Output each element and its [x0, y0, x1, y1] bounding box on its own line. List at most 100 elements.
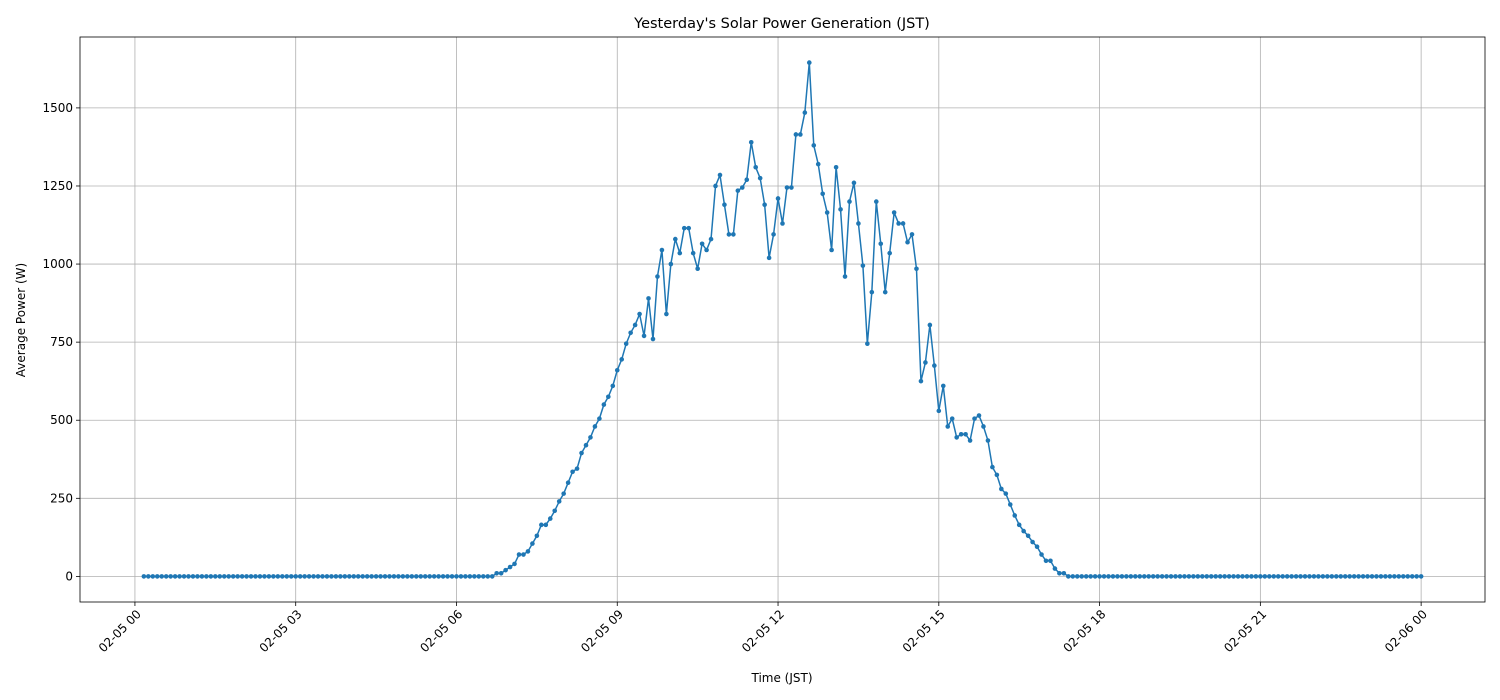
data-point: [1284, 574, 1290, 579]
data-point: [480, 574, 486, 579]
data-point: [766, 255, 772, 261]
y-tick-label: 500: [50, 413, 73, 427]
data-point: [878, 241, 884, 247]
data-point: [798, 132, 803, 137]
data-point: [1409, 574, 1415, 579]
data-point: [847, 199, 852, 204]
data-point: [262, 574, 267, 579]
data-point: [400, 574, 406, 579]
data-point: [632, 322, 638, 328]
data-point: [364, 574, 370, 579]
data-point: [181, 574, 187, 579]
data-point: [1231, 574, 1236, 579]
x-tick-label: 02-05 03: [257, 607, 305, 655]
data-point: [1405, 574, 1411, 579]
data-point: [1043, 558, 1049, 564]
data-point: [699, 241, 705, 247]
data-point: [905, 239, 910, 245]
data-point: [1016, 522, 1022, 528]
data-point: [574, 466, 580, 471]
data-point: [722, 202, 727, 208]
data-point: [498, 570, 504, 576]
data-point: [958, 431, 964, 437]
data-point: [1307, 574, 1312, 579]
data-point: [1213, 574, 1219, 579]
data-point: [744, 177, 750, 183]
data-point: [288, 574, 294, 579]
data-point: [150, 574, 156, 579]
data-point: [476, 574, 482, 579]
plot-frame: [79, 36, 1486, 603]
data-point: [1191, 574, 1196, 579]
data-point: [999, 486, 1004, 492]
data-point: [1351, 574, 1357, 579]
data-point: [954, 435, 959, 440]
data-point: [217, 574, 223, 579]
data-point: [757, 175, 763, 181]
data-point: [516, 552, 522, 557]
data-point: [610, 383, 616, 389]
data-point: [1293, 574, 1299, 579]
data-point: [976, 413, 982, 418]
data-point: [422, 574, 428, 579]
data-point: [1365, 574, 1370, 579]
data-point: [592, 424, 598, 429]
data-point: [1258, 574, 1263, 579]
data-point: [382, 574, 388, 579]
data-point: [512, 561, 517, 567]
x-tick-label: 02-05 09: [578, 607, 626, 655]
x-tick-label: 02-05 06: [417, 607, 465, 655]
data-point: [445, 574, 450, 579]
data-point: [342, 574, 348, 579]
data-point: [932, 363, 937, 368]
data-point: [789, 185, 794, 190]
data-point: [1110, 574, 1116, 579]
data-point: [1374, 574, 1379, 579]
data-point: [1150, 574, 1156, 579]
data-point: [467, 574, 473, 579]
data-point: [1200, 574, 1205, 579]
x-tick-label: 02-05 12: [739, 607, 787, 655]
data-point: [690, 250, 696, 256]
data-point: [1329, 574, 1335, 579]
data-point: [909, 232, 915, 237]
data-point: [806, 60, 812, 65]
data-point: [748, 139, 754, 145]
data-point: [351, 574, 357, 579]
data-point: [677, 250, 683, 256]
data-point: [1182, 574, 1187, 579]
data-point: [1030, 539, 1035, 545]
data-point: [900, 221, 906, 226]
data-point: [619, 357, 625, 362]
data-point: [891, 210, 897, 215]
data-point: [588, 435, 593, 440]
data-point: [1066, 574, 1071, 579]
data-point: [829, 247, 834, 253]
data-point: [311, 574, 316, 579]
data-point: [664, 311, 669, 317]
data-point: [708, 236, 714, 242]
data-point: [1396, 574, 1402, 579]
data-point: [1338, 574, 1344, 579]
data-point: [681, 225, 687, 231]
data-point: [208, 574, 214, 579]
data-point: [507, 564, 513, 570]
data-point: [1356, 574, 1361, 579]
data-point: [235, 574, 240, 579]
data-point: [945, 424, 951, 429]
data-point: [141, 574, 147, 579]
data-point: [458, 574, 464, 579]
data-point: [271, 574, 276, 579]
data-point: [186, 574, 191, 579]
data-point: [842, 274, 848, 279]
data-point: [561, 491, 566, 496]
data-point: [1222, 574, 1227, 579]
data-point: [1119, 574, 1125, 579]
data-point: [1316, 574, 1321, 579]
data-point: [793, 132, 799, 137]
data-point: [780, 221, 785, 226]
data-point: [1039, 552, 1044, 557]
data-point: [454, 574, 459, 579]
data-point: [570, 469, 575, 475]
